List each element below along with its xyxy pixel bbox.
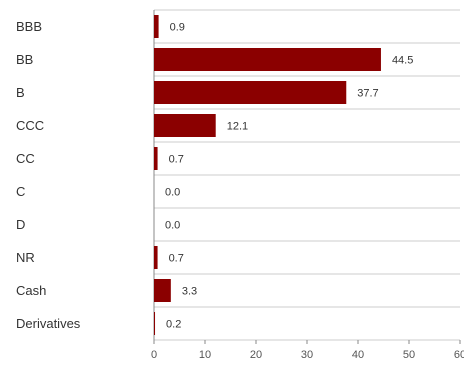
value-label: 3.3 xyxy=(182,286,197,298)
bar xyxy=(154,81,347,104)
bar xyxy=(154,246,158,269)
category-label: NR xyxy=(16,250,35,265)
x-tick-label: 60 xyxy=(454,349,464,361)
category-label: C xyxy=(16,184,25,199)
bar xyxy=(154,15,159,38)
x-tick-label: 20 xyxy=(250,349,262,361)
value-label: 0.7 xyxy=(169,154,184,166)
bars xyxy=(154,15,381,335)
bar xyxy=(154,312,156,335)
x-tick-label: 40 xyxy=(352,349,364,361)
value-label: 0.0 xyxy=(165,187,180,199)
value-label: 0.9 xyxy=(170,22,185,34)
value-label: 12.1 xyxy=(227,121,248,133)
value-label: 44.5 xyxy=(392,55,413,67)
category-label: CC xyxy=(16,151,35,166)
bar xyxy=(154,48,381,71)
bar xyxy=(154,147,158,170)
category-label: D xyxy=(16,217,25,232)
category-label: BB xyxy=(16,52,33,67)
x-tick-label: 0 xyxy=(151,349,157,361)
x-tick-label: 10 xyxy=(199,349,211,361)
value-label: 0.0 xyxy=(165,220,180,232)
value-label: 0.7 xyxy=(169,253,184,265)
value-labels: 0.9 44.5 37.7 12.1 0.7 0.0 0.0 0.7 3.3 0.2 xyxy=(165,22,413,331)
x-tick-label: 50 xyxy=(403,349,415,361)
category-label: CCC xyxy=(16,118,44,133)
category-label: Cash xyxy=(16,283,46,298)
category-label: Derivatives xyxy=(16,316,81,331)
x-tick-label: 30 xyxy=(301,349,313,361)
bar xyxy=(154,114,216,137)
x-axis-ticks: 0 10 20 30 40 50 60 xyxy=(151,340,464,361)
category-label: B xyxy=(16,85,25,100)
category-label: BBB xyxy=(16,19,42,34)
value-label: 37.7 xyxy=(357,88,378,100)
value-label: 0.2 xyxy=(166,319,181,331)
bar xyxy=(154,279,171,302)
